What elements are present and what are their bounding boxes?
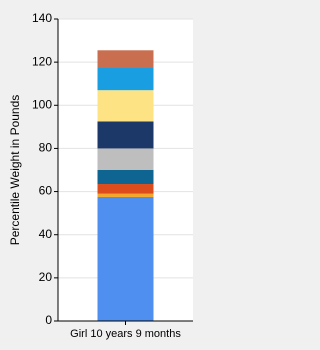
y-tick-label: 20 bbox=[39, 270, 53, 284]
bar-segment bbox=[97, 67, 154, 91]
y-tick-label: 40 bbox=[39, 227, 53, 241]
bar-segment bbox=[97, 184, 154, 194]
bar-segment bbox=[97, 50, 154, 68]
y-tick-label: 80 bbox=[39, 141, 53, 155]
y-tick-label: 60 bbox=[39, 184, 53, 198]
y-tick-label: 120 bbox=[32, 54, 52, 68]
bar-segment bbox=[97, 148, 154, 170]
bar-segment bbox=[97, 193, 154, 197]
y-tick-label: 0 bbox=[45, 313, 52, 327]
bar-segment bbox=[97, 196, 154, 321]
bar-segment bbox=[97, 170, 154, 185]
bar-segment bbox=[97, 90, 154, 122]
bar-segment bbox=[97, 121, 154, 149]
y-tick-label: 140 bbox=[32, 11, 52, 25]
y-tick-label: 100 bbox=[32, 97, 52, 111]
x-tick-label: Girl 10 years 9 months bbox=[70, 328, 181, 340]
chart: Percentile Weight in Pounds 0 20 40 60 80 100… bbox=[8, 11, 193, 340]
y-axis-title: Percentile Weight in Pounds bbox=[8, 95, 22, 246]
